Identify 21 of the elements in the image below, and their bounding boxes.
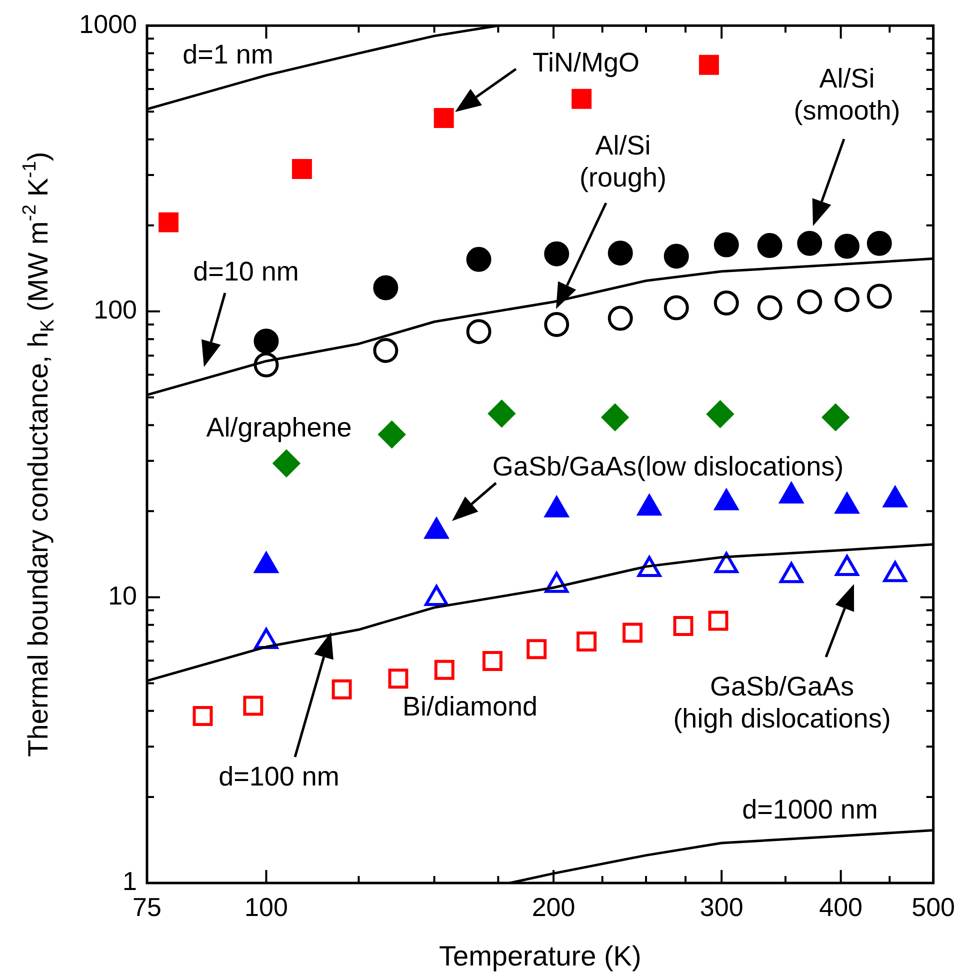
annotation: Al/graphene [206, 412, 352, 442]
annotation: d=1000 nm [742, 794, 878, 824]
y-tick-label: 1000 [79, 8, 137, 39]
x-tick-label: 400 [819, 892, 863, 922]
annotation: Bi/diamond [402, 691, 538, 722]
x-tick-label: 500 [912, 892, 956, 922]
y-axis-title: Thermal boundary conductance, hK (MW m-2 K-1) [19, 152, 59, 757]
annotation: d=100 nm [218, 761, 340, 792]
annotation: Al/Si (rough) [579, 130, 667, 193]
annotation: GaSb/GaAs(low dislocations) [492, 451, 844, 482]
annotation: TiN/MgO [532, 47, 640, 78]
y-tick-label: 100 [94, 294, 137, 325]
x-tick-label: 100 [244, 892, 288, 922]
x-tick-label: 200 [532, 892, 576, 922]
y-tick-label: 10 [108, 580, 137, 610]
x-axis-title: Temperature (K) [439, 940, 642, 972]
annotation: d=10 nm [193, 256, 299, 286]
annotation: GaSb/GaAs (high dislocations) [673, 671, 891, 734]
annotation: d=1 nm [182, 39, 274, 70]
x-tick-label: 300 [700, 892, 744, 922]
annotation: Al/Si (smooth) [794, 63, 900, 126]
